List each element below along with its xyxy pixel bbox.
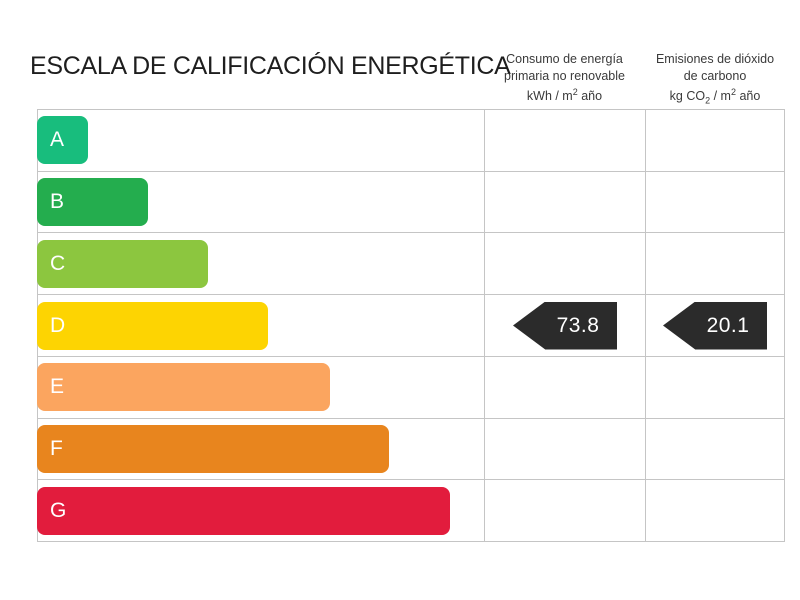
- rating-bar-a: A: [37, 116, 88, 165]
- emissions-value-arrow: 20.1: [663, 301, 767, 350]
- consumption-value: 73.8: [556, 313, 600, 337]
- consumption-unit: kWh / m2 año: [526, 86, 603, 103]
- rating-row-f: F: [37, 418, 784, 481]
- rating-bar-f: F: [37, 424, 389, 473]
- energy-scale-table: A B C: [37, 109, 785, 542]
- emissions-header-line2: de carbono: [683, 69, 747, 84]
- consumption-cell-a: [484, 110, 645, 171]
- rating-bar-cell-g: G: [37, 480, 484, 541]
- consumption-cell-d: 73.8: [484, 295, 645, 356]
- emissions-header-line1: Emisiones de dióxido: [655, 52, 775, 66]
- consumption-value-arrow: 73.8: [513, 301, 617, 350]
- rating-letter-d: D: [50, 313, 66, 337]
- consumption-header-line1: Consumo de energía: [506, 52, 623, 66]
- rating-letter-f: F: [50, 436, 63, 460]
- rating-row-g: G: [37, 480, 784, 542]
- emissions-cell-b: [645, 171, 784, 233]
- rating-row-c: C: [37, 233, 784, 296]
- consumption-column-header: Consumo de energía primaria no renovable…: [484, 51, 645, 105]
- consumption-header-line2: primaria no renovable: [504, 69, 625, 84]
- emissions-cell-a: [645, 110, 784, 171]
- rating-bar-cell-c: C: [37, 233, 484, 294]
- rating-letter-g: G: [50, 498, 67, 522]
- emissions-column-header: Emisiones de dióxido de carbono kg CO2 /…: [645, 51, 785, 107]
- emissions-cell-c: [645, 233, 784, 295]
- rating-letter-a: A: [50, 128, 65, 152]
- consumption-cell-b: [484, 171, 645, 233]
- consumption-cell-e: [484, 356, 645, 418]
- rating-letter-b: B: [50, 190, 65, 214]
- emissions-value: 20.1: [706, 313, 750, 337]
- rating-row-d: D 73.8 20.1: [37, 295, 784, 357]
- emissions-cell-e: [645, 356, 784, 418]
- rating-bar-cell-a: A: [37, 110, 484, 171]
- rating-bar-cell-e: E: [37, 357, 484, 418]
- emissions-unit: kg CO2 / m2 año: [669, 86, 761, 106]
- emissions-cell-d: 20.1: [645, 295, 784, 356]
- rating-row-b: B: [37, 171, 784, 234]
- rating-letter-c: C: [50, 251, 66, 275]
- consumption-cell-f: [484, 418, 645, 480]
- rating-bar-d: D: [37, 301, 268, 350]
- rating-bar-cell-d: D: [37, 295, 484, 356]
- rating-row-e: E: [37, 356, 784, 419]
- consumption-cell-c: [484, 233, 645, 295]
- rating-row-a: A: [37, 110, 784, 172]
- rating-bar-b: B: [37, 178, 148, 227]
- rating-letter-e: E: [50, 375, 65, 399]
- rating-bar-cell-f: F: [37, 419, 484, 480]
- consumption-cell-g: [484, 480, 645, 542]
- rating-bar-g: G: [37, 486, 450, 535]
- rating-bar-cell-b: B: [37, 172, 484, 233]
- rating-bar-c: C: [37, 239, 208, 288]
- emissions-cell-f: [645, 418, 784, 480]
- page-title: ESCALA DE CALIFICACIÓN ENERGÉTICA: [30, 52, 511, 80]
- rating-bar-e: E: [37, 363, 330, 412]
- emissions-cell-g: [645, 480, 784, 542]
